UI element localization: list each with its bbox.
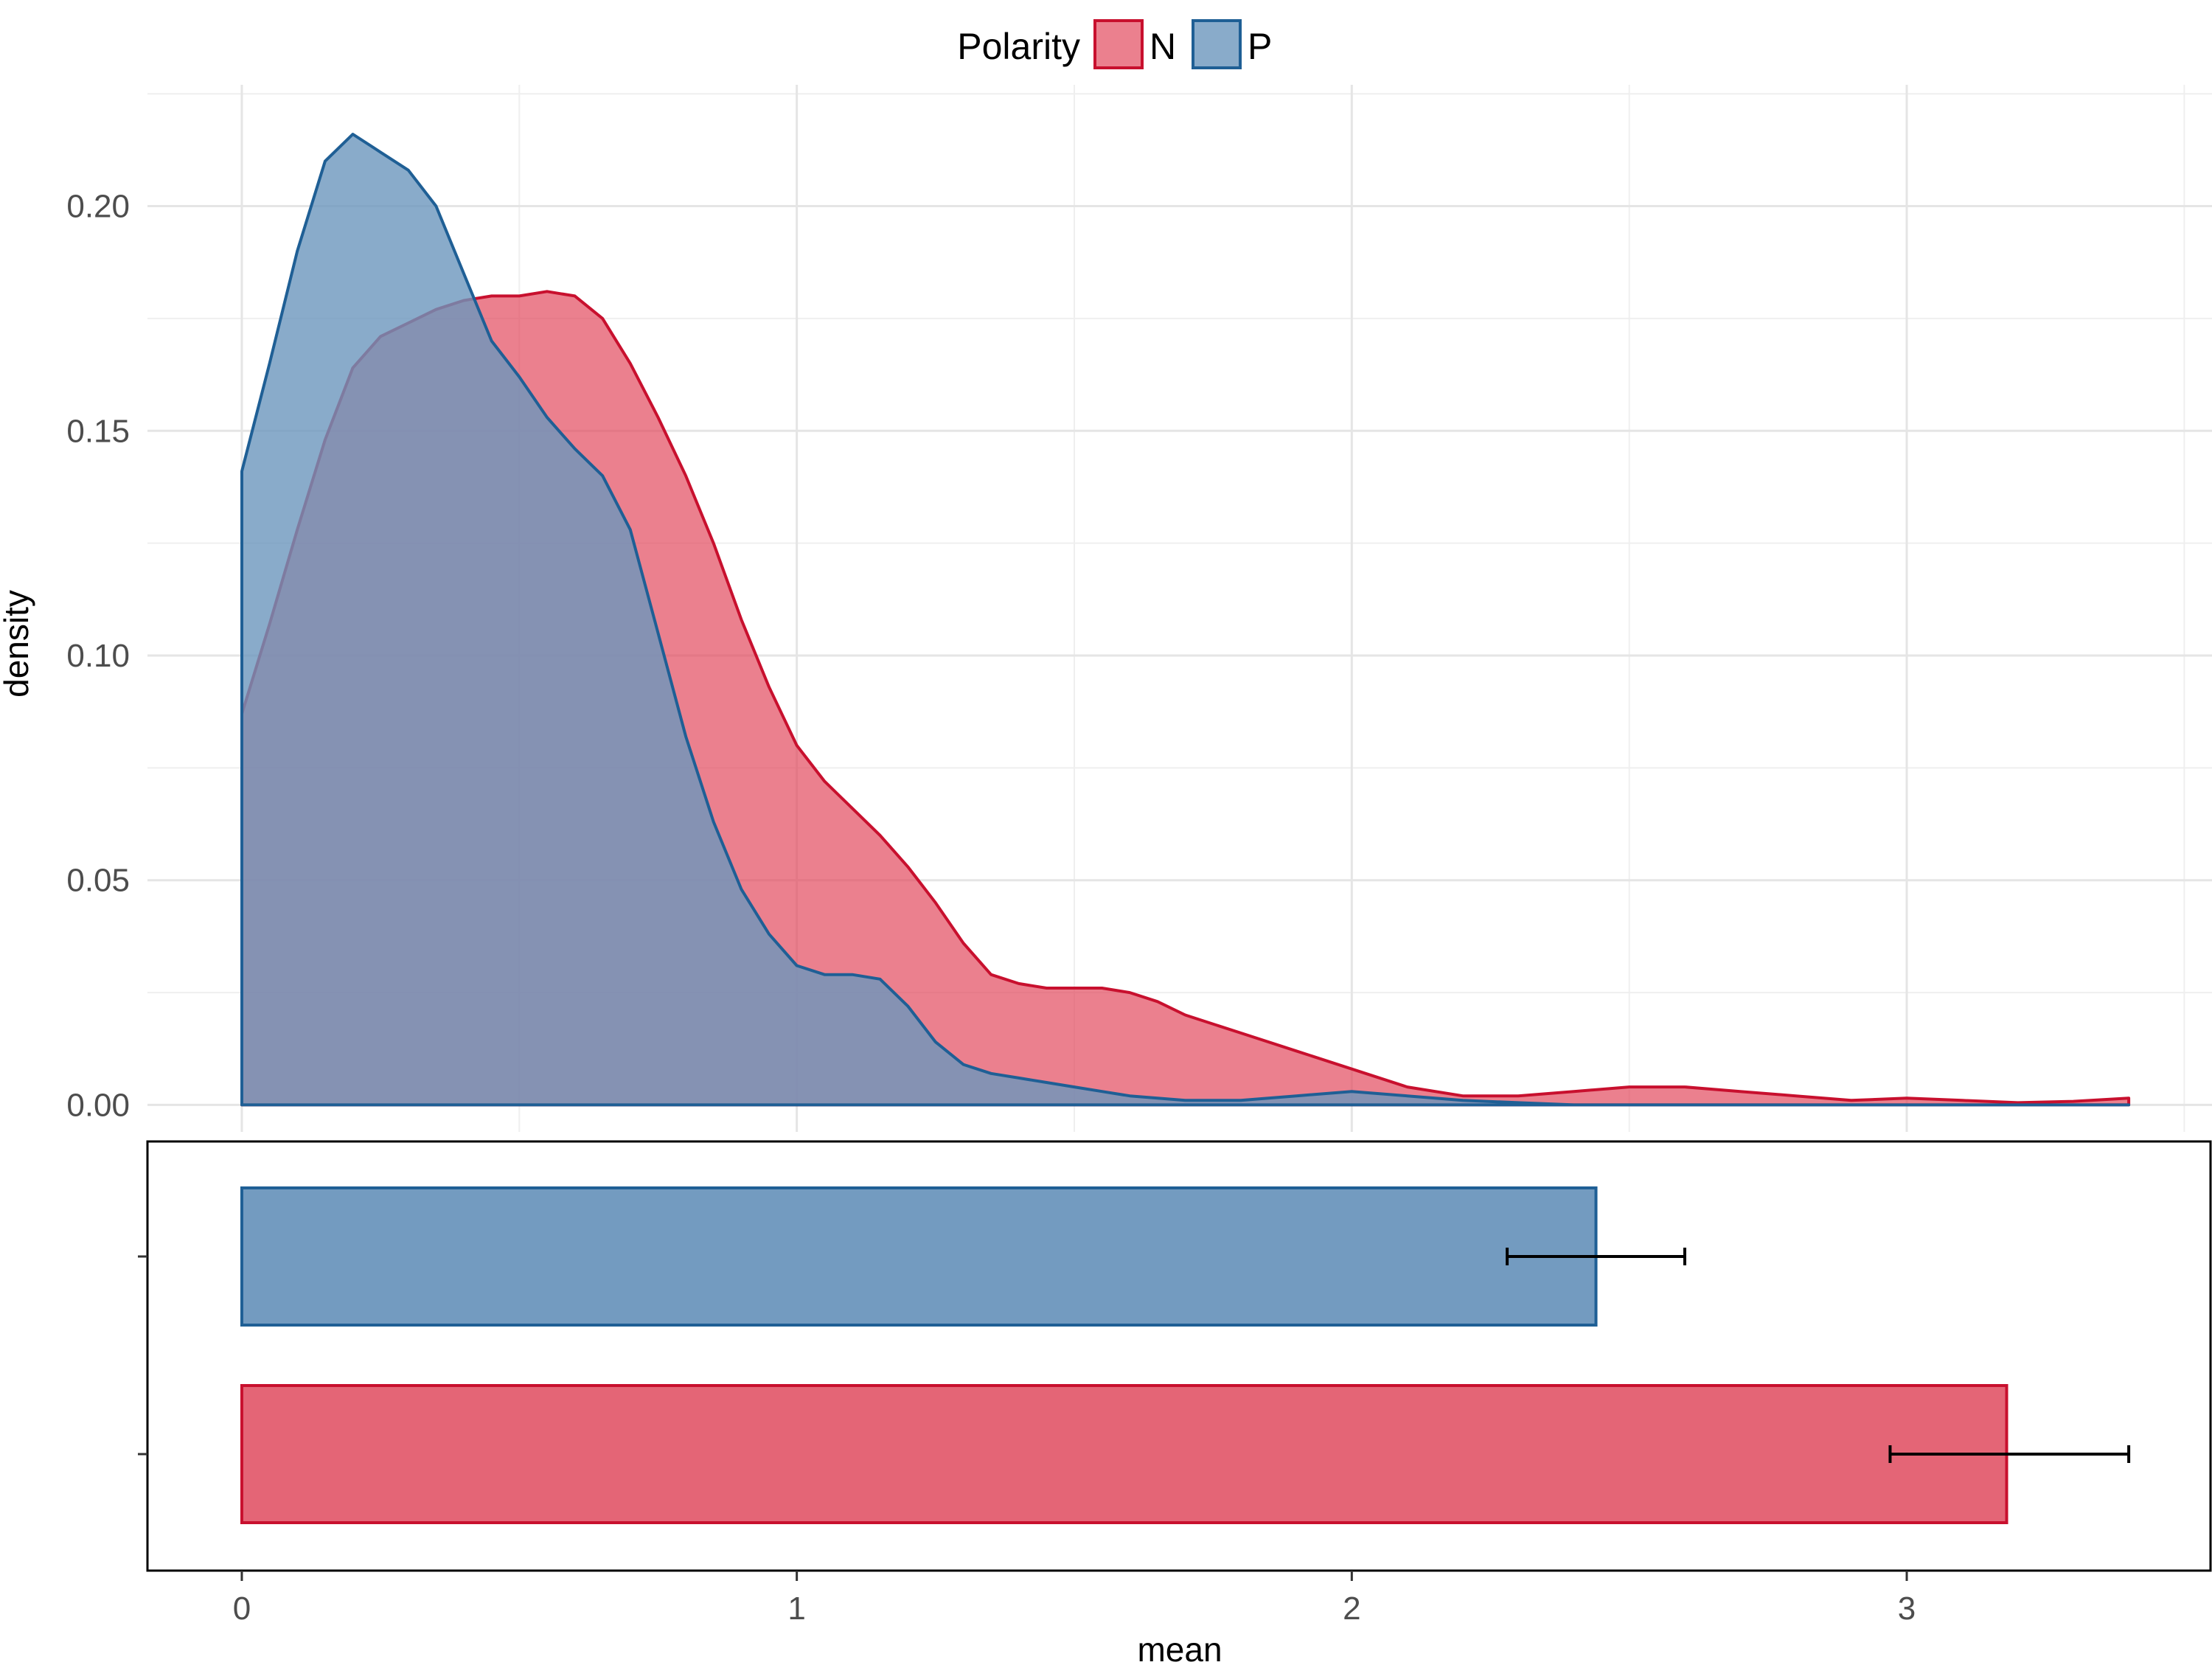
bar-n bbox=[240, 1384, 2008, 1524]
x-tick-label: 1 bbox=[787, 1591, 805, 1627]
bar-panel: 0 1 2 3 mean bbox=[138, 1140, 2212, 1665]
x-tick-label: 2 bbox=[1343, 1591, 1360, 1627]
density-areas bbox=[240, 133, 2131, 1107]
x-tick-label: 3 bbox=[1898, 1591, 1916, 1627]
legend-title: Polarity bbox=[957, 26, 1080, 67]
x-axis-title: mean bbox=[1137, 1630, 1222, 1665]
legend-swatch-p bbox=[1192, 19, 1242, 69]
error-bar-n bbox=[1888, 1445, 2131, 1463]
x-tick-label: 0 bbox=[233, 1591, 251, 1627]
bar-panel-border bbox=[146, 1140, 2212, 1572]
density-area-p bbox=[240, 133, 2131, 1107]
x-tick-labels: 0 1 2 3 bbox=[233, 1591, 1916, 1627]
density-panel: 0.00 0.05 0.10 0.15 0.20 density bbox=[0, 85, 2212, 1132]
y-tick-label: 0.05 bbox=[66, 863, 130, 899]
bar-p bbox=[240, 1186, 1598, 1327]
x-tick-marks bbox=[240, 1571, 1908, 1581]
y-tick-label: 0.20 bbox=[66, 189, 130, 225]
legend-swatch-n bbox=[1093, 19, 1144, 69]
y-tick-label: 0.10 bbox=[66, 638, 130, 674]
legend: Polarity N P bbox=[957, 19, 1272, 69]
legend-label-p: P bbox=[1248, 26, 1272, 67]
error-bar-p bbox=[1506, 1248, 1686, 1265]
y-axis-title: density bbox=[0, 590, 35, 698]
y-tick-label: 0.15 bbox=[66, 413, 130, 449]
bars bbox=[240, 1186, 2131, 1524]
legend-label-n: N bbox=[1150, 26, 1176, 67]
y-tick-label: 0.00 bbox=[66, 1087, 130, 1123]
density-y-tick-labels: 0.00 0.05 0.10 0.15 0.20 bbox=[66, 189, 130, 1124]
